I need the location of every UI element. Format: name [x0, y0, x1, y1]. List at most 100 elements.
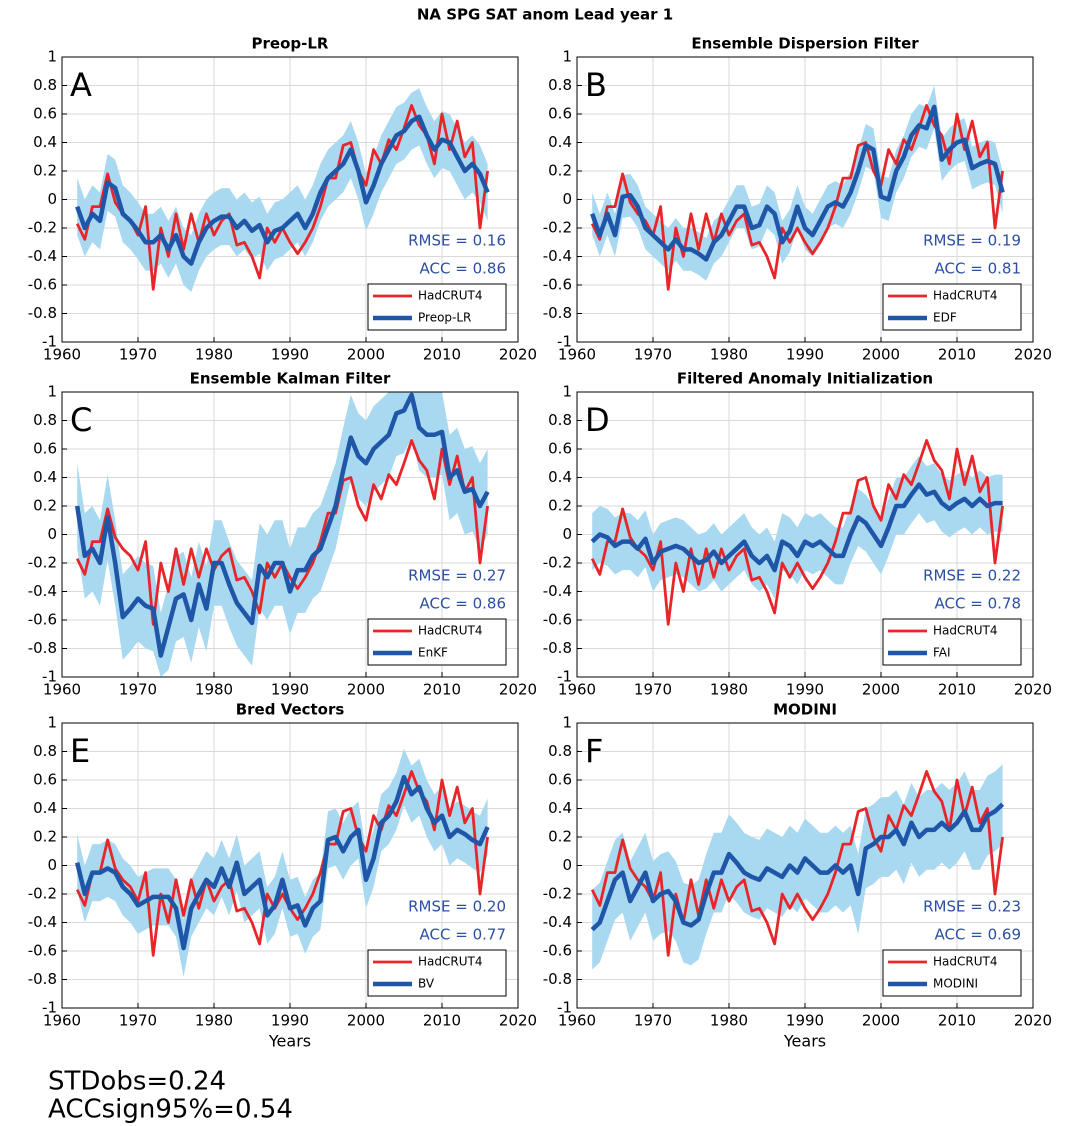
x-tick-label: 1980: [710, 681, 748, 699]
legend-box: [367, 618, 507, 666]
series-line: [75, 114, 490, 266]
plot-content: [75, 88, 490, 293]
plot-frame: [576, 722, 1034, 1009]
y-tick-label: -0.6: [28, 942, 57, 960]
x-tick-label: 2010: [423, 346, 461, 364]
panel-title: Preop-LR: [252, 35, 329, 53]
legend-label: Preop-LR: [418, 311, 471, 325]
plot-content: [590, 764, 1005, 970]
legend-label: HadCRUT4: [418, 624, 482, 638]
plot-frame: [576, 391, 1034, 678]
y-tick-label: -0.6: [543, 276, 572, 294]
plot-frame: [61, 391, 519, 678]
y-tick-label: 0.2: [548, 497, 572, 515]
x-tick-label: 1960: [43, 681, 81, 699]
annotation: RMSE = 0.27: [408, 567, 506, 585]
panel-label: C: [70, 401, 92, 439]
y-tick-label: -0.2: [28, 885, 57, 903]
y-tick-label: 0.8: [33, 76, 57, 94]
y-tick-label: -0.6: [28, 276, 57, 294]
y-tick-label: -0.4: [543, 913, 572, 931]
panel: Ensemble Kalman Filter -1 -0.8 -0.6 -0.4 -0.2…: [28, 370, 537, 699]
y-tick-label: -0.4: [543, 582, 572, 600]
x-tick-label: 1970: [634, 681, 672, 699]
annotation: ACC = 0.69: [935, 926, 1021, 944]
x-tick-label: 1990: [271, 1012, 309, 1030]
x-tick-label: 1970: [119, 681, 157, 699]
x-tick-label: 1990: [786, 1012, 824, 1030]
y-tick-label: 0: [47, 856, 57, 874]
y-tick-label: -0.2: [543, 885, 572, 903]
x-tick-label: 2010: [938, 346, 976, 364]
y-tick-label: -0.2: [28, 554, 57, 572]
x-tick-label: 2000: [862, 346, 900, 364]
x-tick-label: 1960: [558, 681, 596, 699]
series-line: [590, 104, 1005, 262]
x-tick-label: 1970: [119, 1012, 157, 1030]
x-tick-label: 1960: [43, 346, 81, 364]
series-line: [590, 802, 1005, 932]
y-tick-label: 0.4: [33, 133, 57, 151]
y-tick-label: 0.8: [548, 411, 572, 429]
panel-label: F: [585, 732, 603, 770]
x-tick-label: 2010: [938, 1012, 976, 1030]
y-tick-label: 0.6: [33, 771, 57, 789]
y-tick-label: -0.6: [543, 942, 572, 960]
series-line: [75, 774, 490, 951]
y-tick-label: 0.8: [33, 742, 57, 760]
y-tick-label: 0: [47, 525, 57, 543]
y-tick-label: 0.2: [33, 162, 57, 180]
y-tick-label: 0.8: [548, 76, 572, 94]
annotation: ACC = 0.86: [420, 595, 506, 613]
legend-label: MODINI: [933, 977, 978, 991]
annotation: ACC = 0.81: [935, 260, 1021, 278]
x-tick-label: 2000: [862, 681, 900, 699]
y-tick-label: 1: [47, 48, 57, 66]
panel: Ensemble Dispersion Filter -1 -0.8 -0.6 -0.4…: [543, 35, 1052, 364]
panel: Bred Vectors -1 -0.8 -0.6 -0.4 -0.2 0 0.2 0.4 0.6…: [28, 701, 537, 1051]
x-tick-label: 2020: [499, 681, 537, 699]
panel-title: Ensemble Kalman Filter: [190, 370, 391, 388]
x-tick-label: 2000: [347, 1012, 385, 1030]
x-tick-label: 2010: [423, 1012, 461, 1030]
x-tick-label: 2000: [347, 346, 385, 364]
legend-label: EDF: [933, 311, 957, 325]
y-tick-label: -0.4: [28, 582, 57, 600]
x-tick-label: 2010: [938, 681, 976, 699]
y-tick-label: 0.2: [33, 497, 57, 515]
y-tick-label: -1: [557, 999, 572, 1017]
plot-content: [590, 438, 1004, 626]
x-tick-label: 1990: [271, 681, 309, 699]
footnote: STDobs=0.24: [48, 1067, 226, 1097]
legend-label: HadCRUT4: [933, 624, 997, 638]
x-tick-label: 1980: [195, 1012, 233, 1030]
y-tick-label: 1: [47, 383, 57, 401]
legend-label: EnKF: [418, 646, 448, 660]
y-tick-label: 1: [562, 383, 572, 401]
plot-content: [590, 85, 1005, 291]
y-tick-label: 0.6: [33, 440, 57, 458]
y-tick-label: -0.4: [28, 913, 57, 931]
legend: HadCRUT4 FAI: [882, 618, 1022, 666]
annotation: RMSE = 0.20: [408, 898, 506, 916]
y-tick-label: 0.4: [33, 799, 57, 817]
legend-box: [882, 283, 1022, 331]
x-tick-label: 2020: [1014, 1012, 1052, 1030]
y-tick-label: -0.2: [543, 219, 572, 237]
plot-content: [74, 392, 490, 677]
y-tick-label: 0.8: [33, 411, 57, 429]
y-tick-label: -0.8: [28, 304, 57, 322]
footnote: ACCsign95%=0.54: [48, 1095, 293, 1125]
y-tick-label: -0.6: [28, 611, 57, 629]
x-tick-label: 1980: [710, 1012, 748, 1030]
spread-band: [77, 392, 488, 677]
y-tick-label: -0.4: [28, 247, 57, 265]
x-axis-label: Years: [268, 1032, 311, 1051]
panel-label: E: [70, 732, 90, 770]
y-tick-label: -1: [42, 999, 57, 1017]
x-tick-label: 2020: [1014, 681, 1052, 699]
x-tick-label: 1970: [634, 1012, 672, 1030]
legend-label: HadCRUT4: [418, 289, 482, 303]
x-tick-label: 1980: [195, 346, 233, 364]
x-tick-label: 1990: [786, 346, 824, 364]
